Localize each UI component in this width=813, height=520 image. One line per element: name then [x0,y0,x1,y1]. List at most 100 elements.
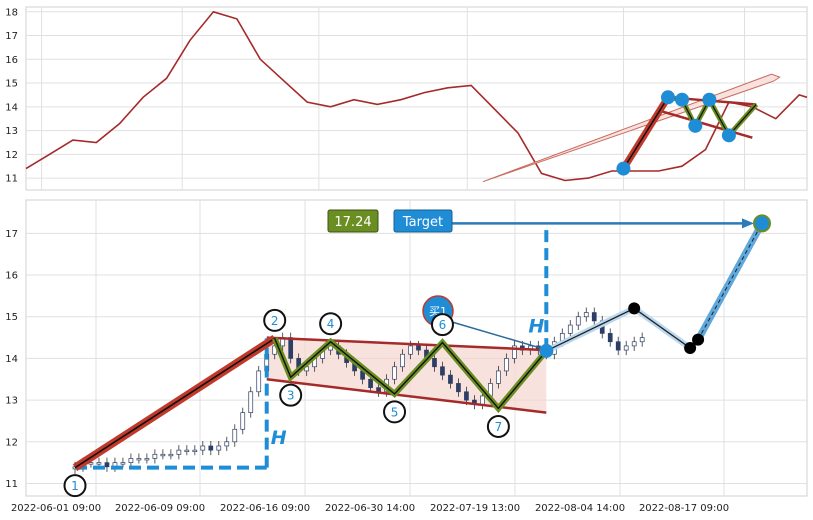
candle-body [168,453,174,457]
overview-y-tick-label: 18 [5,7,18,18]
candle-body [392,366,397,380]
candle-body [496,370,501,384]
candle-body [216,445,222,451]
candle-body [200,445,206,451]
target-projection-line [697,223,763,340]
pattern-y-tick-label: 17 [5,229,18,240]
candle-body [440,366,445,376]
rise-line [74,337,276,469]
candle-body [416,345,421,351]
candle-body [400,353,405,368]
candle-body [432,358,437,368]
candle-body [512,345,517,359]
pattern-point-label: 5 [391,405,399,419]
pattern-point-marker [63,474,87,498]
pattern-point-marker [430,313,454,337]
target-value-label: 17.24 [334,215,371,230]
pattern-point-label: 7 [495,420,503,434]
overview-y-tick-label: 11 [5,174,18,185]
candle-body [615,341,621,351]
pattern-y-tick-label: 14 [5,354,18,365]
candle-body [591,312,597,322]
overview-line-chart: 11 12 13 14 15 16 17 18 [5,6,808,191]
pattern-x-tick-label: 2022-06-30 14:00 [325,503,415,514]
breakout-point [539,343,554,358]
candle-body [240,412,246,430]
overview-pattern-point [721,128,736,143]
overview-pattern-point [675,92,690,107]
candle-body [128,458,134,463]
candle-body [96,462,102,465]
pattern-point-marker [263,308,287,332]
pattern-x-tick-label: 2022-06-16 09:00 [220,503,310,514]
pattern-x-tick-label: 2022-08-04 14:00 [535,503,625,514]
height-letter-left: H [271,427,287,449]
pattern-x-tick-label: 2022-07-19 13:00 [430,503,520,514]
pattern-y-tick-label: 15 [5,312,18,323]
candle-body [144,458,150,461]
candle-body [120,462,126,465]
zigzag-line [274,338,547,410]
candle-body [224,441,230,447]
candle-body [408,345,413,355]
target-arrow-head [742,218,754,229]
pattern-point-marker [383,400,407,424]
candle-body [288,337,294,359]
pattern-point-label: 2 [271,314,279,328]
target-text-box [393,209,453,233]
candle-body [208,445,214,451]
candle-body [376,387,381,393]
candle-body [583,312,589,318]
candle-body [248,391,254,413]
target-point [753,214,771,233]
candle-body [104,462,110,468]
candle-body [480,395,485,405]
candle-body [136,458,142,461]
candle-body [368,378,373,388]
overview-pattern-point [660,90,675,105]
overview-price-line [25,10,808,182]
candle-body [184,449,190,452]
overview-y-tick-label: 15 [5,79,18,90]
swing-point [628,302,641,315]
pattern-point-label: 4 [327,317,335,331]
candle-body [448,374,453,384]
candle-body [256,370,262,393]
pattern-x-tick-label: 2022-06-09 09:00 [115,503,205,514]
overview-pattern-point [688,118,703,133]
pattern-x-tick-label: 2022-08-17 09:00 [639,503,729,514]
candle-body [456,383,461,393]
pattern-point-label: 1 [71,479,79,493]
pattern-y-tick-label: 11 [5,479,18,490]
candle-body [575,316,581,326]
pattern-point-marker [319,312,343,336]
pattern-x-tick-label: 2022-06-01 09:00 [11,503,101,514]
pattern-point-marker [486,414,510,438]
pattern-y-tick-label: 12 [5,437,18,448]
candle-body [160,453,166,457]
candle-body [504,358,509,372]
pattern-y-tick-label: 13 [5,396,18,407]
candle-body [623,345,629,351]
swing-point [692,333,705,346]
overview-pattern-point [616,161,631,176]
target-text-label: Target [402,215,443,230]
pattern-channel-fill [266,337,547,413]
overview-channel-lower [662,110,753,139]
candle-body [88,462,94,465]
height-letter-right: H [528,316,544,338]
pattern-point-marker [279,383,303,407]
overview-y-tick-label: 14 [5,102,18,113]
candle-body [631,341,637,347]
candle-body [152,453,158,459]
candle-body [192,449,198,452]
pattern-channel-upper [266,336,547,352]
buy-callout-line [451,321,541,349]
pattern-point-label: 3 [287,389,295,403]
target-value-box [327,209,379,233]
overview-pattern-point [702,92,717,107]
overview-y-tick-label: 16 [5,55,18,66]
candle-body [328,345,333,351]
